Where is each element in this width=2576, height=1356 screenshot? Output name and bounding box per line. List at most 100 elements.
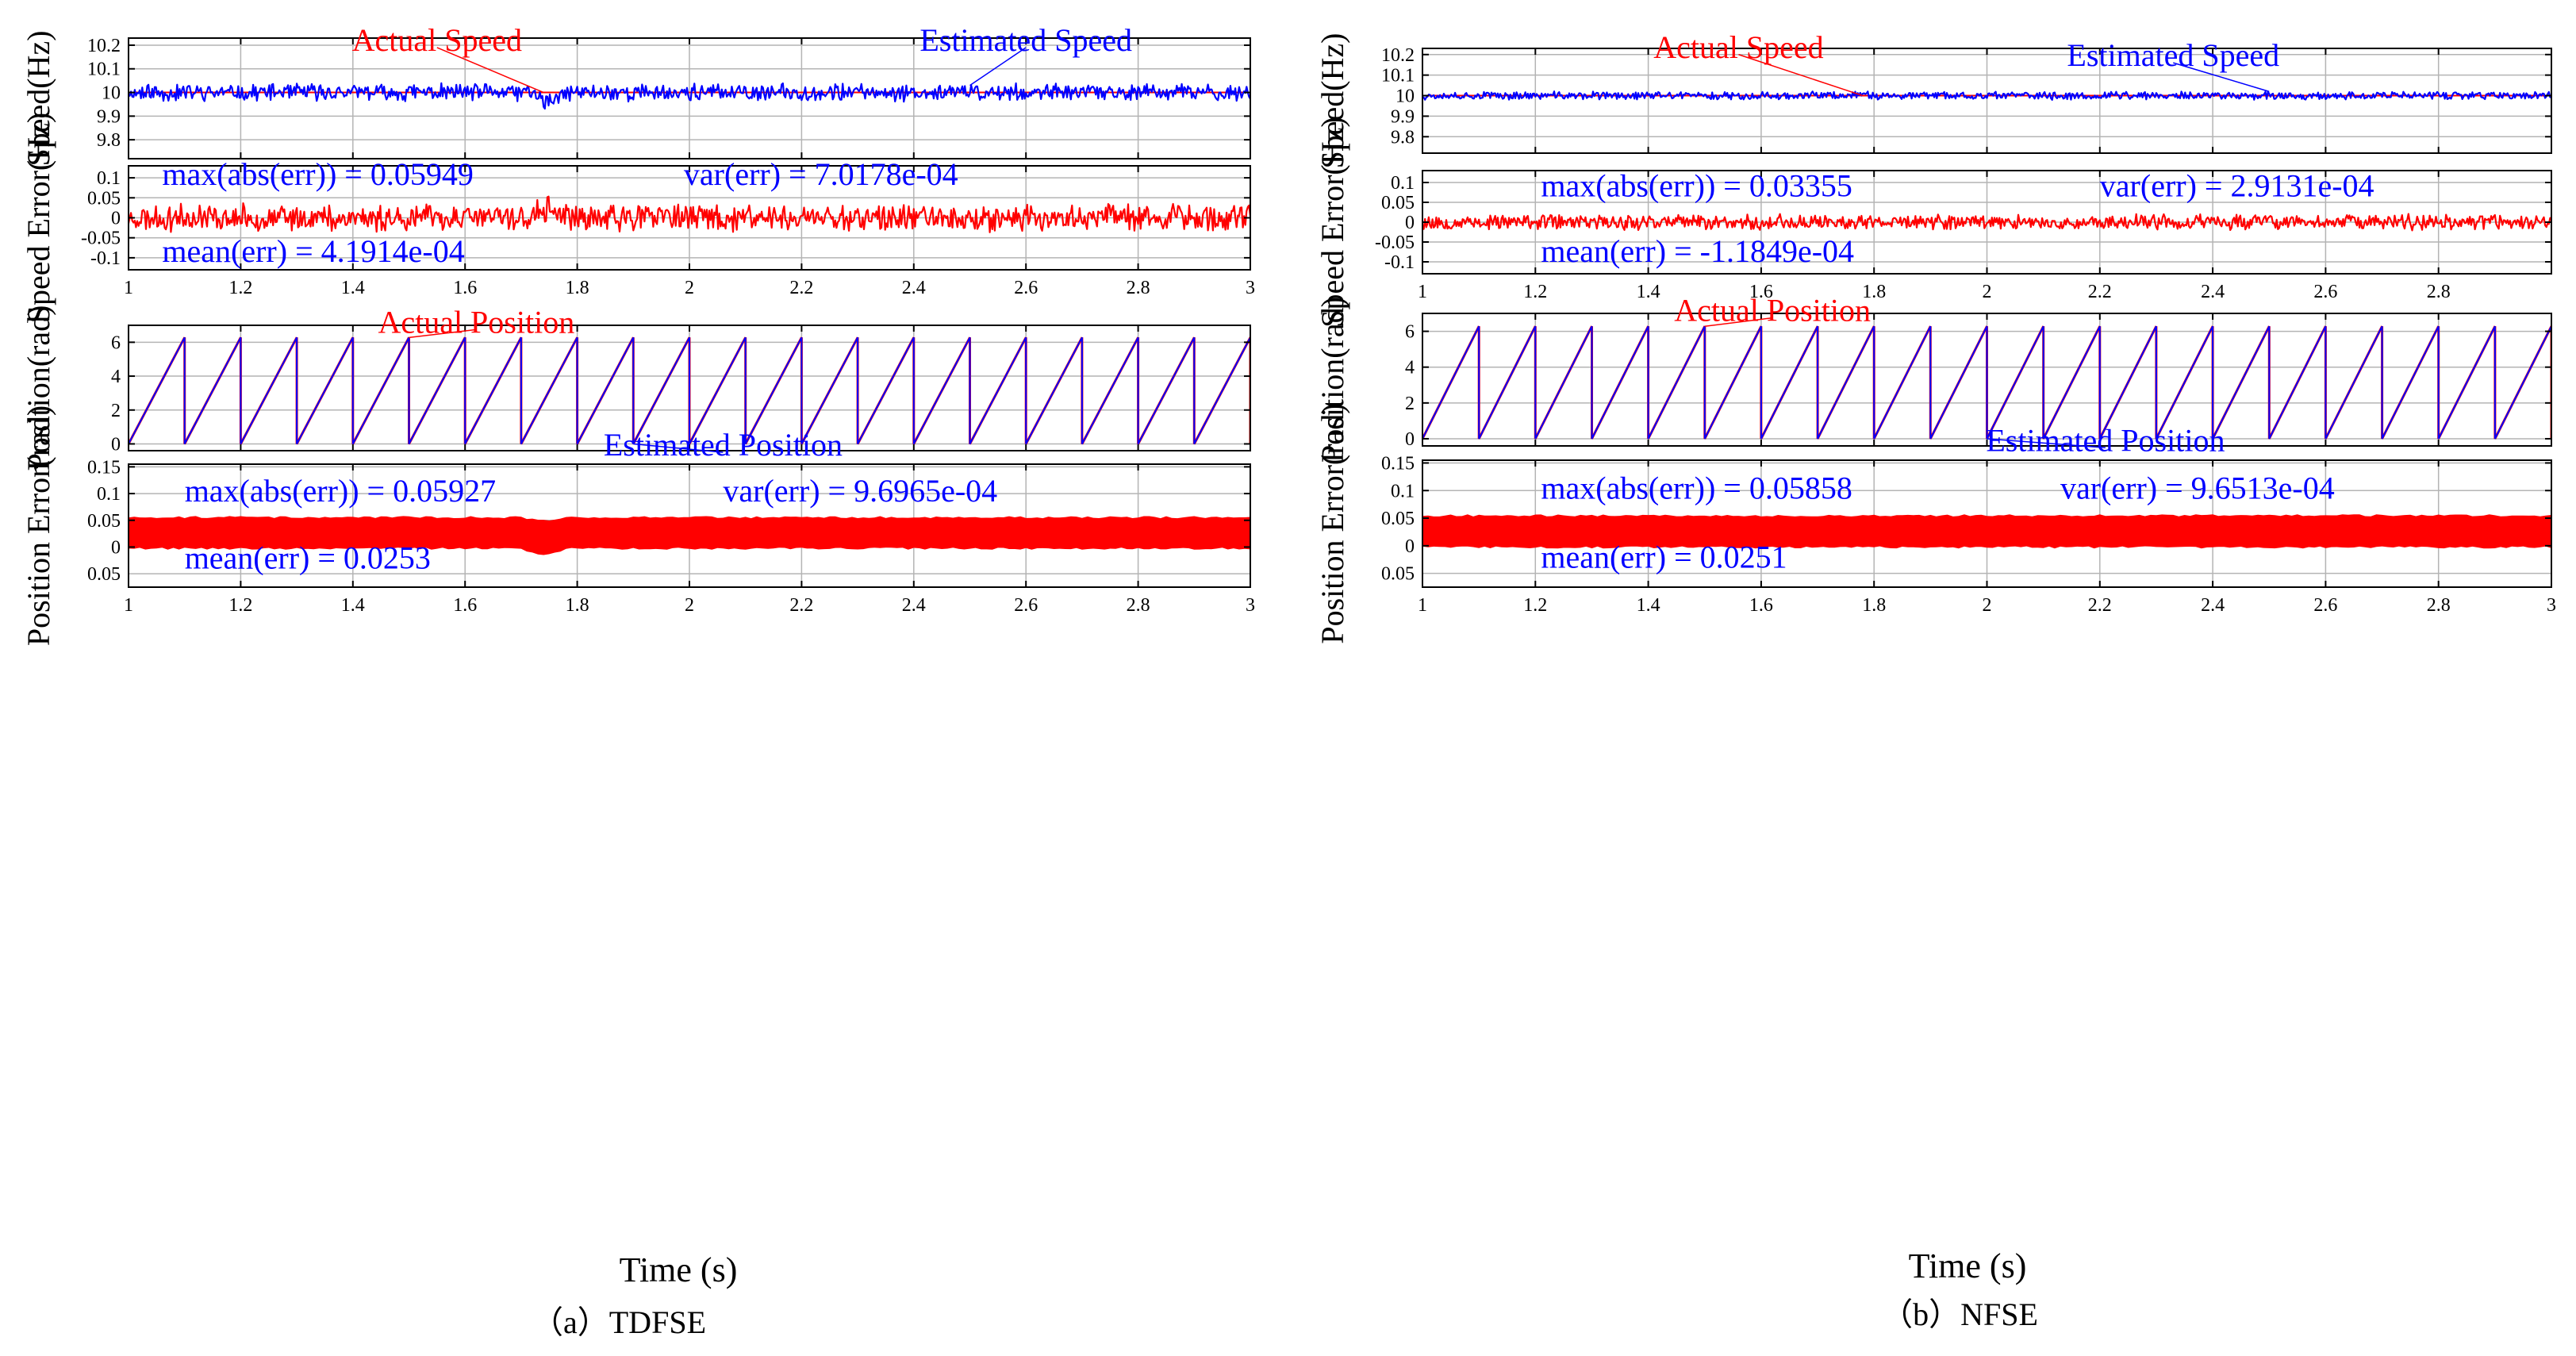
series-estimated-speed — [129, 82, 1250, 110]
x-tick-label: 2.4 — [2201, 595, 2225, 616]
y-tick-label: 0 — [111, 209, 121, 229]
y-tick-label: 6 — [111, 332, 121, 353]
x-tick-label: 1.8 — [1862, 282, 1886, 302]
y-tick-label: 6 — [1405, 322, 1415, 343]
y-tick-label: 0.05 — [87, 564, 121, 585]
stat-text: var(err) = 7.0178e-04 — [684, 156, 958, 192]
y-tick-label: 9.8 — [97, 130, 121, 151]
x-tick-label: 2.6 — [2313, 282, 2337, 302]
y-axis-label: Position Error(rad) — [1315, 403, 1350, 643]
y-tick-label: 10.1 — [87, 60, 121, 80]
y-axis-label: Speed(Hz) — [1315, 33, 1350, 168]
y-tick-label: 2 — [1405, 394, 1415, 414]
x-tick-label: 2.8 — [2427, 282, 2451, 302]
y-tick-label: 0 — [1405, 536, 1415, 557]
y-tick-label: 0.1 — [97, 484, 121, 505]
annotation-leader — [436, 47, 544, 94]
annotation-leader — [1704, 317, 1773, 327]
series-speed-error — [129, 195, 1250, 233]
x-tick-label: 3 — [2547, 595, 2556, 616]
y-axis-label: Position(rad) — [1315, 297, 1350, 463]
y-tick-label: 10 — [102, 83, 121, 104]
stat-text: mean(err) = -1.1849e-04 — [1541, 233, 1854, 269]
x-tick-label: 2.6 — [2313, 595, 2337, 616]
annotation-label: Estimated Position — [604, 427, 843, 463]
x-tick-label: 1.8 — [566, 278, 589, 298]
annotation-leader — [1987, 438, 2106, 449]
y-tick-label: 0.15 — [1381, 453, 1415, 474]
y-axis-label: Speed Error(Hz) — [21, 113, 56, 323]
y-axis-label: Speed(Hz) — [21, 30, 56, 166]
y-tick-label: 9.9 — [97, 106, 121, 127]
stat-text: max(abs(err)) = 0.05858 — [1541, 471, 1852, 506]
x-tick-label: 3 — [1246, 278, 1255, 298]
x-tick-label: 1.6 — [453, 278, 477, 298]
xlabel-b: Time (s) — [1909, 1247, 2027, 1285]
annotation-label: Actual Speed — [352, 22, 522, 58]
y-tick-label: 4 — [111, 367, 121, 387]
y-axis-label: Speed Error(Hz) — [1315, 117, 1350, 327]
y-axis-label: Position(rad) — [21, 305, 56, 471]
series-position-error — [1422, 514, 2551, 549]
y-tick-label: 0.1 — [1391, 173, 1415, 194]
x-tick-label: 1.2 — [228, 278, 252, 298]
series-speed-error — [1422, 213, 2551, 232]
x-tick-label: 2.8 — [2427, 595, 2451, 616]
stat-text: var(err) = 2.9131e-04 — [2100, 168, 2374, 204]
x-tick-label: 1.6 — [1749, 595, 1773, 616]
annotation-label: Actual Position — [378, 304, 574, 340]
x-tick-label: 1.4 — [341, 278, 365, 298]
x-tick-label: 2.2 — [2088, 282, 2112, 302]
x-tick-label: 2.2 — [2088, 595, 2112, 616]
x-tick-label: 2.6 — [1014, 278, 1038, 298]
y-tick-label: 0.05 — [1381, 193, 1415, 213]
subplot-b-speed-error: 1 1.2 1.4 1.6 1.8 2 2.2 2.4 2.6 2.8 -0.1-0.0500.05… — [1315, 117, 2552, 328]
subplot-a-position-error: 1 1.2 1.4 1.6 1.8 2 2.2 2.4 2.6 2.8 300.050.10.150… — [21, 405, 1255, 646]
annotation-label: Estimated Speed — [2067, 37, 2279, 73]
x-tick-label: 1.4 — [1637, 595, 1660, 616]
stat-text: max(abs(err)) = 0.05927 — [185, 473, 496, 509]
x-tick-label: 1 — [1418, 282, 1427, 302]
xlabel-a: Time (s) — [620, 1250, 738, 1289]
subplot-a-position: 0 2 4 6 Position(rad) Actual Position Estimate… — [21, 304, 1251, 471]
subplot-a-speed: 9.8 9.910 10.1 10.2 Speed(Hz) Actual Speed Est… — [21, 22, 1251, 167]
y-tick-label: 10.2 — [1381, 45, 1415, 66]
stat-text: max(abs(err)) = 0.05949 — [162, 156, 473, 192]
x-tick-label: 2.6 — [1014, 595, 1038, 616]
annotation-label: Estimated Speed — [919, 22, 1132, 58]
y-tick-label: 0.05 — [1381, 509, 1415, 529]
x-tick-label: 1.6 — [1749, 282, 1773, 302]
x-tick-label: 1.6 — [453, 595, 477, 616]
x-tick-label: 3 — [1246, 595, 1255, 616]
x-tick-label: 2.4 — [2201, 282, 2225, 302]
stat-text: mean(err) = 4.1914e-04 — [162, 233, 464, 269]
x-tick-label: 1 — [1418, 595, 1427, 616]
x-tick-label: 2 — [1983, 282, 1992, 302]
subplot-b-position-error: 1 1.2 1.4 1.6 1.8 2 2.2 2.4 2.6 2.8 3 0 0.05 0.1 0.15 0… — [1315, 403, 2556, 643]
y-tick-label: -0.1 — [90, 248, 121, 269]
y-tick-label: 10.2 — [87, 36, 121, 56]
x-tick-label: 2.4 — [902, 278, 926, 298]
y-tick-label: -0.05 — [1375, 232, 1415, 253]
x-tick-label: 2 — [685, 278, 694, 298]
y-tick-label: 0.15 — [87, 457, 121, 478]
series-estimated-speed — [1422, 90, 2551, 101]
y-tick-label: 10.1 — [1381, 66, 1415, 86]
x-tick-label: 1.2 — [1523, 595, 1547, 616]
stat-text: mean(err) = 0.0251 — [1541, 540, 1787, 575]
annotation-label: Estimated Position — [1986, 422, 2225, 458]
y-tick-label: 4 — [1405, 358, 1415, 378]
x-tick-label: 1.2 — [1523, 282, 1547, 302]
annotation-leader — [633, 443, 724, 453]
y-tick-label: 9.9 — [1391, 106, 1415, 127]
stat-text: var(err) = 9.6965e-04 — [723, 473, 997, 509]
x-tick-label: 2 — [685, 595, 694, 616]
x-tick-label: 2.2 — [789, 278, 813, 298]
x-tick-label: 1 — [124, 278, 133, 298]
stat-text: mean(err) = 0.0253 — [185, 540, 431, 575]
x-tick-label: 2 — [1983, 595, 1992, 616]
stat-text: max(abs(err)) = 0.03355 — [1541, 168, 1852, 204]
y-tick-label: 2 — [111, 401, 121, 421]
